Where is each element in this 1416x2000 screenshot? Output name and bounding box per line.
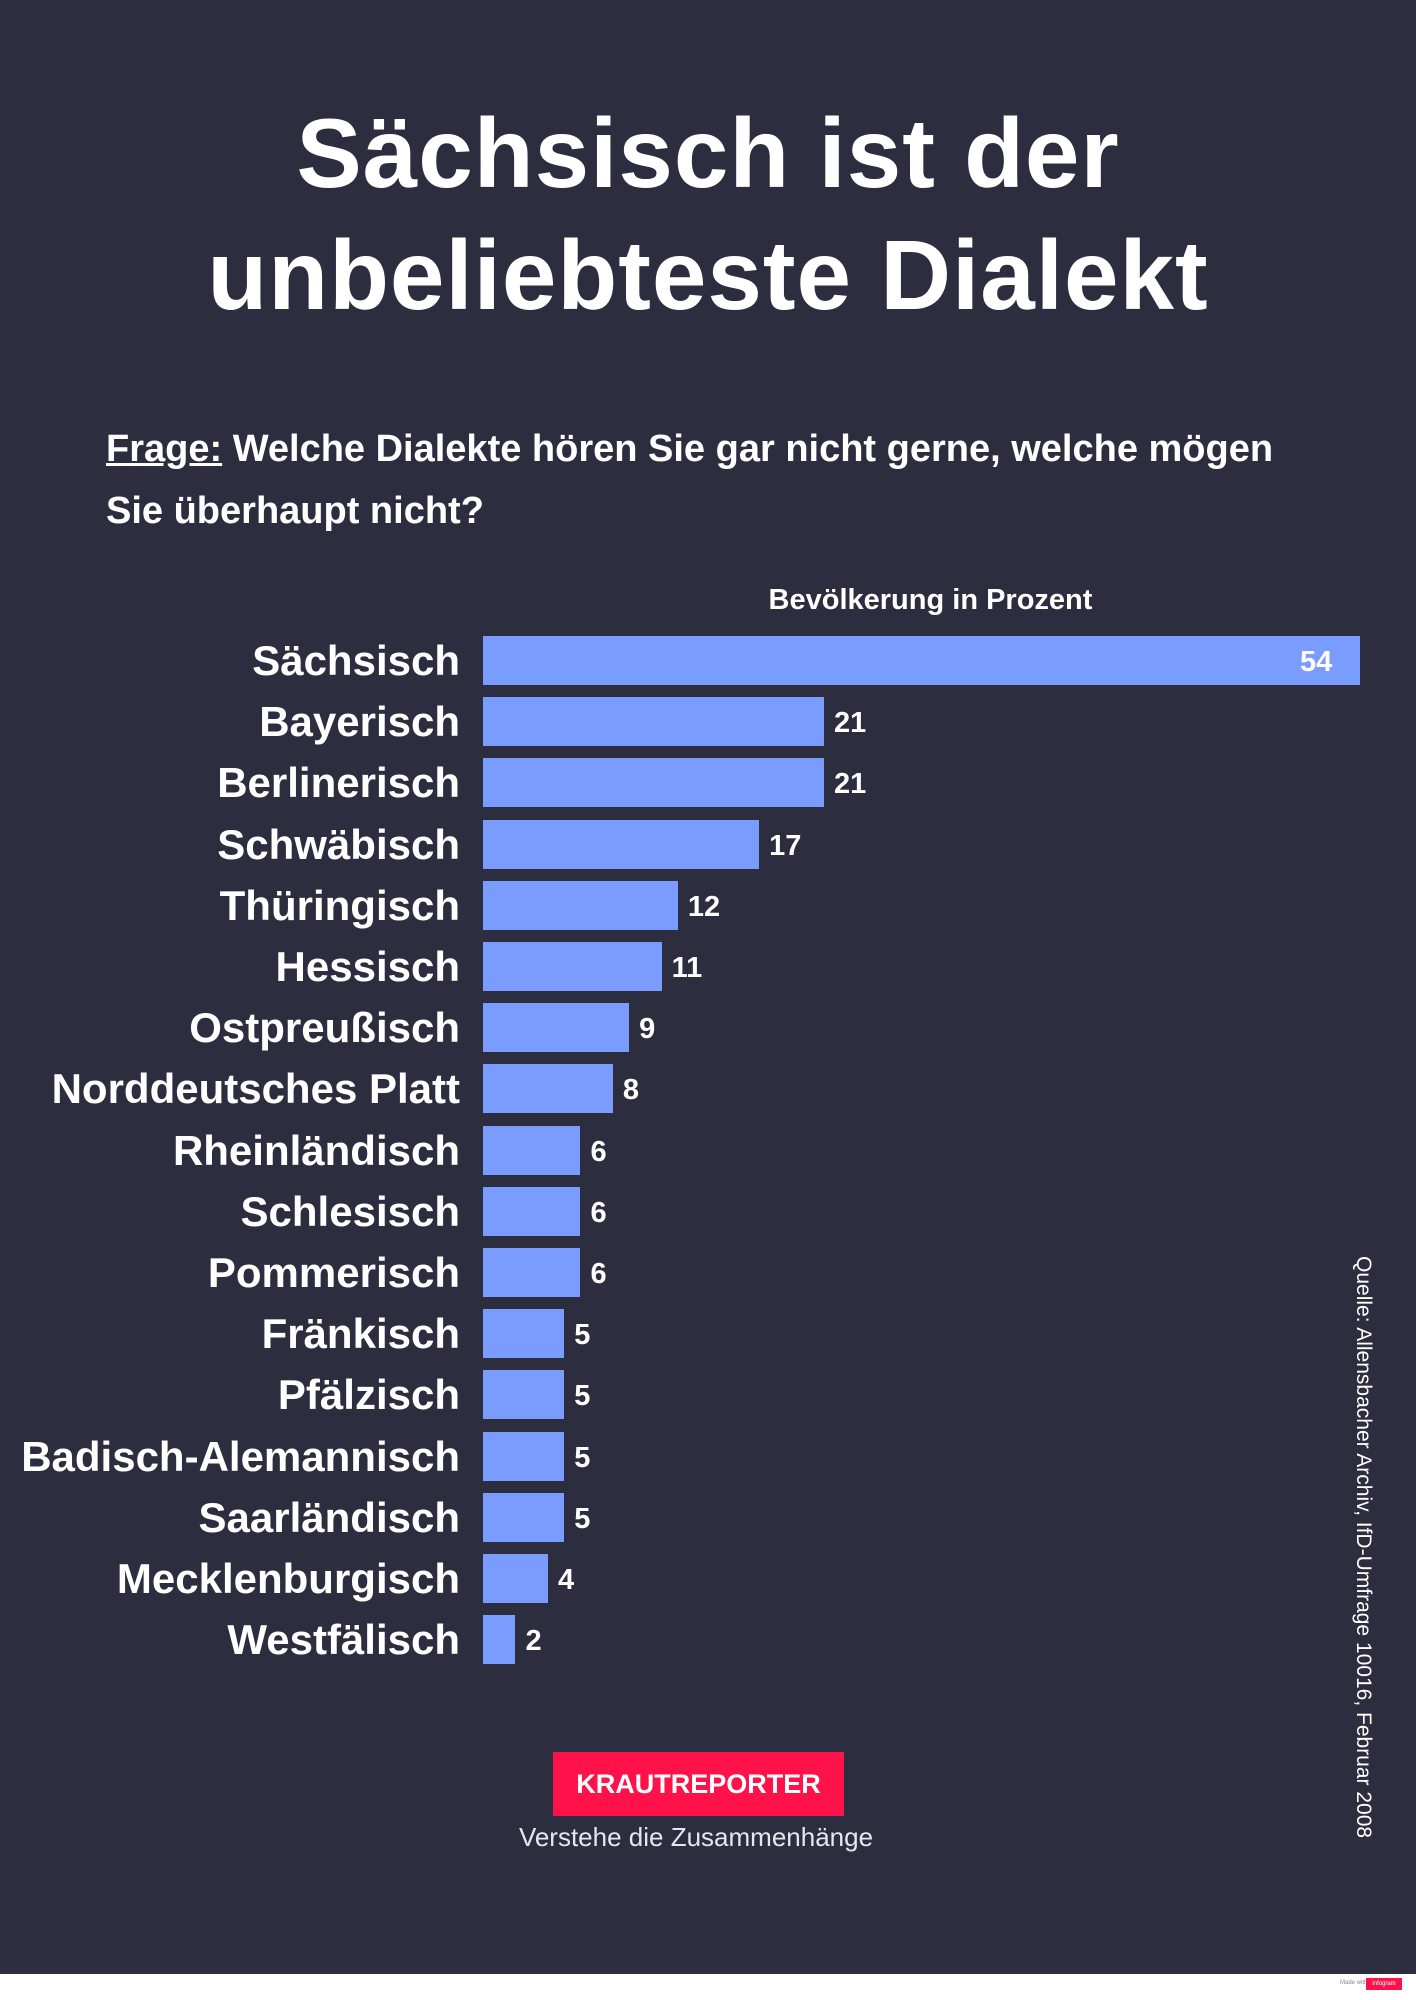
bar-label: Saarländisch (198, 1493, 460, 1541)
tagline: Verstehe die Zusammenhänge (518, 1822, 874, 1852)
bar-value-label: 6 (590, 1135, 607, 1168)
bar-label: Schlesisch (240, 1187, 460, 1235)
bar-label: Westfälisch (227, 1616, 460, 1664)
bar-value-label: 17 (769, 829, 802, 862)
bar-row: Hessisch 11 (0, 942, 1416, 991)
title-line-2: unbeliebteste Dialekt (207, 220, 1209, 330)
bar-label: Bayerisch (259, 698, 460, 746)
chart-subtitle: Bevölkerung in Prozent (768, 584, 1093, 616)
bar-value-label: 9 (639, 1013, 656, 1046)
bar (483, 880, 678, 930)
bar (483, 1615, 516, 1665)
bar-row: Saarländisch 5 (0, 1492, 1416, 1542)
bar-value-label: 8 (622, 1074, 640, 1107)
bar (483, 1186, 581, 1236)
bar-value-label: 4 (557, 1564, 575, 1596)
bar-value-label: 5 (574, 1441, 591, 1474)
bar-row: Sächsisch 54 (0, 636, 1416, 685)
bar-label: Thüringisch (219, 881, 460, 929)
bar-label: Norddeutsches Platt (51, 1065, 460, 1113)
bar-row: Norddeutsches Platt 8 (0, 1064, 1416, 1114)
bar (483, 758, 825, 808)
bar-value-label: 2 (525, 1625, 542, 1658)
bar-label: Fränkisch (261, 1310, 460, 1358)
bar-row: Bayerisch 21 (0, 697, 1416, 747)
bar-row: Schlesisch 6 (0, 1186, 1416, 1236)
bar (483, 1125, 581, 1175)
bar (483, 1431, 565, 1481)
bar-label: Hessisch (275, 943, 460, 990)
bar-label: Pommerisch (207, 1249, 460, 1296)
bar-label: Badisch-Alemannisch (21, 1432, 460, 1480)
bar (483, 1248, 581, 1297)
bar-value-label: 21 (834, 707, 867, 740)
bar-label: Rheinländisch (172, 1126, 460, 1174)
title-line-1: Sächsisch ist der (296, 98, 1120, 208)
bar-label: Schwäbisch (217, 820, 460, 868)
bar-row: Ostpreußisch 9 (0, 1003, 1416, 1053)
bar (483, 1492, 565, 1542)
bar-label: Ostpreußisch (189, 1004, 460, 1052)
bar-row: Thüringisch 12 (0, 880, 1416, 930)
bar (483, 1064, 613, 1114)
bar (483, 819, 760, 869)
bar-row: Fränkisch 5 (0, 1309, 1416, 1359)
source-note: Quelle: Allensbacher Archiv, IfD-Umfrage… (1352, 1256, 1375, 1839)
chart-title: Sächsisch ist der unbeliebteste Dialekt (0, 92, 1416, 336)
question-body: Welche Dialekte hören Sie gar nicht gern… (106, 428, 1274, 532)
bar-value-label: 5 (574, 1380, 591, 1413)
bar-value-label: 54 (1300, 646, 1333, 678)
bar (483, 636, 1360, 685)
bar-value-label: 5 (574, 1319, 591, 1352)
bar-row: Westfälisch 2 (0, 1615, 1416, 1665)
bar-label: Mecklenburgisch (116, 1555, 460, 1602)
bar-row: Pommerisch 6 (0, 1248, 1416, 1297)
bar-value-label: 12 (687, 890, 721, 923)
krautreporter-logo[interactable]: KRAUTREPORTER (553, 1752, 844, 1816)
bar-value-label: 6 (590, 1258, 607, 1290)
made-with-text: Made with (1340, 1980, 1368, 1986)
footer-strip (0, 1974, 1416, 2000)
bar-label: Pfälzisch (277, 1371, 460, 1419)
bar-value-label: 5 (574, 1502, 591, 1535)
bar-label: Sächsisch (252, 637, 460, 684)
bar (483, 1309, 565, 1359)
bar-row: Pfälzisch 5 (0, 1370, 1416, 1420)
bar (483, 942, 662, 991)
bar (483, 1370, 565, 1420)
bar-row: Rheinländisch 6 (0, 1125, 1416, 1175)
bar-row: Schwäbisch 17 (0, 819, 1416, 869)
bar-row: Mecklenburgisch 4 (0, 1554, 1416, 1603)
bar-row: Berlinerisch 21 (0, 758, 1416, 808)
infogram-badge[interactable]: infogram (1366, 1978, 1402, 1990)
bar-value-label: 6 (590, 1196, 607, 1229)
bar-value-label: 11 (671, 952, 703, 984)
question-text: Frage: Welche Dialekte hören Sie gar nic… (106, 418, 1326, 542)
bar-value-label: 21 (834, 768, 867, 801)
bar-label: Berlinerisch (217, 759, 460, 807)
bar-row: Badisch-Alemannisch 5 (0, 1431, 1416, 1481)
question-label: Frage: (106, 428, 223, 470)
bar (483, 697, 825, 747)
bar (483, 1003, 630, 1053)
bar (483, 1554, 548, 1603)
